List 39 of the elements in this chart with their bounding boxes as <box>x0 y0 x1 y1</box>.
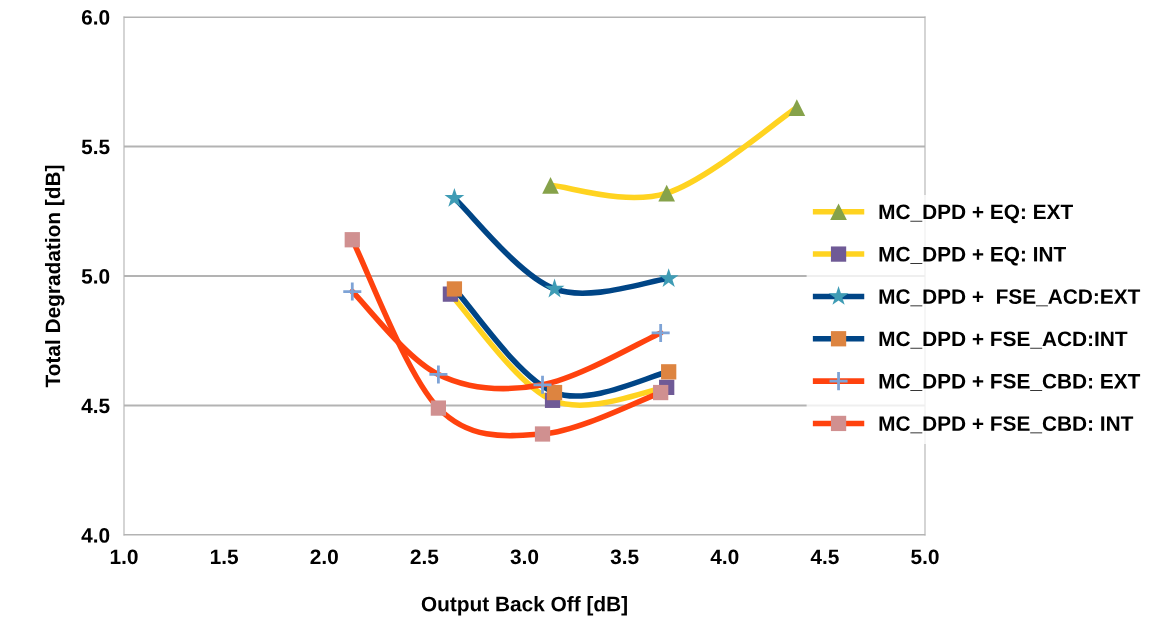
legend-label: MC_DPD + FSE_CBD: EXT <box>879 373 1141 391</box>
point <box>446 281 463 297</box>
x-tick-label: 1.5 <box>210 549 239 565</box>
point <box>341 281 363 302</box>
point <box>661 364 677 380</box>
point <box>653 384 669 401</box>
x-axis-title: Output Back Off [dB] <box>421 596 627 616</box>
x-tick-label: 4.5 <box>810 549 839 565</box>
y-tick-label: 4.0 <box>81 528 110 543</box>
point <box>534 426 551 442</box>
legend-label: MC_DPD + FSE_ACD:INT <box>879 331 1128 349</box>
point <box>650 322 672 344</box>
y-tick-label: 4.5 <box>81 398 110 414</box>
x-tick-label: 2.5 <box>410 549 439 565</box>
legend-label: MC_DPD + EQ: EXT <box>879 204 1073 224</box>
point <box>544 278 565 298</box>
x-tick-label: 3.0 <box>510 549 539 565</box>
legend-label: MC_DPD + FSE_ACD:EXT <box>879 289 1141 307</box>
legend-label: MC_DPD + FSE_CBD: INT <box>879 416 1134 434</box>
y-tick-label: 5.0 <box>81 269 110 284</box>
y-axis-title: Total Degradation [dB] <box>44 165 65 388</box>
point <box>658 184 676 202</box>
point <box>542 177 559 194</box>
legend-label: MC_DPD + EQ: INT <box>879 246 1067 266</box>
y-tick-label: 5.5 <box>81 139 110 155</box>
point <box>444 187 465 207</box>
point <box>788 99 806 116</box>
point <box>344 232 360 248</box>
point <box>658 268 679 288</box>
point <box>430 400 447 416</box>
x-tick-label: 4.0 <box>710 549 739 565</box>
point <box>427 364 449 385</box>
point <box>546 384 563 401</box>
x-tick-label: 1.0 <box>110 549 138 565</box>
x-tick-label: 3.5 <box>610 549 639 565</box>
x-tick-label: 2.0 <box>310 549 338 565</box>
point <box>532 374 553 396</box>
y-tick-label: 6.0 <box>81 10 110 25</box>
x-tick-label: 5.0 <box>911 549 939 565</box>
